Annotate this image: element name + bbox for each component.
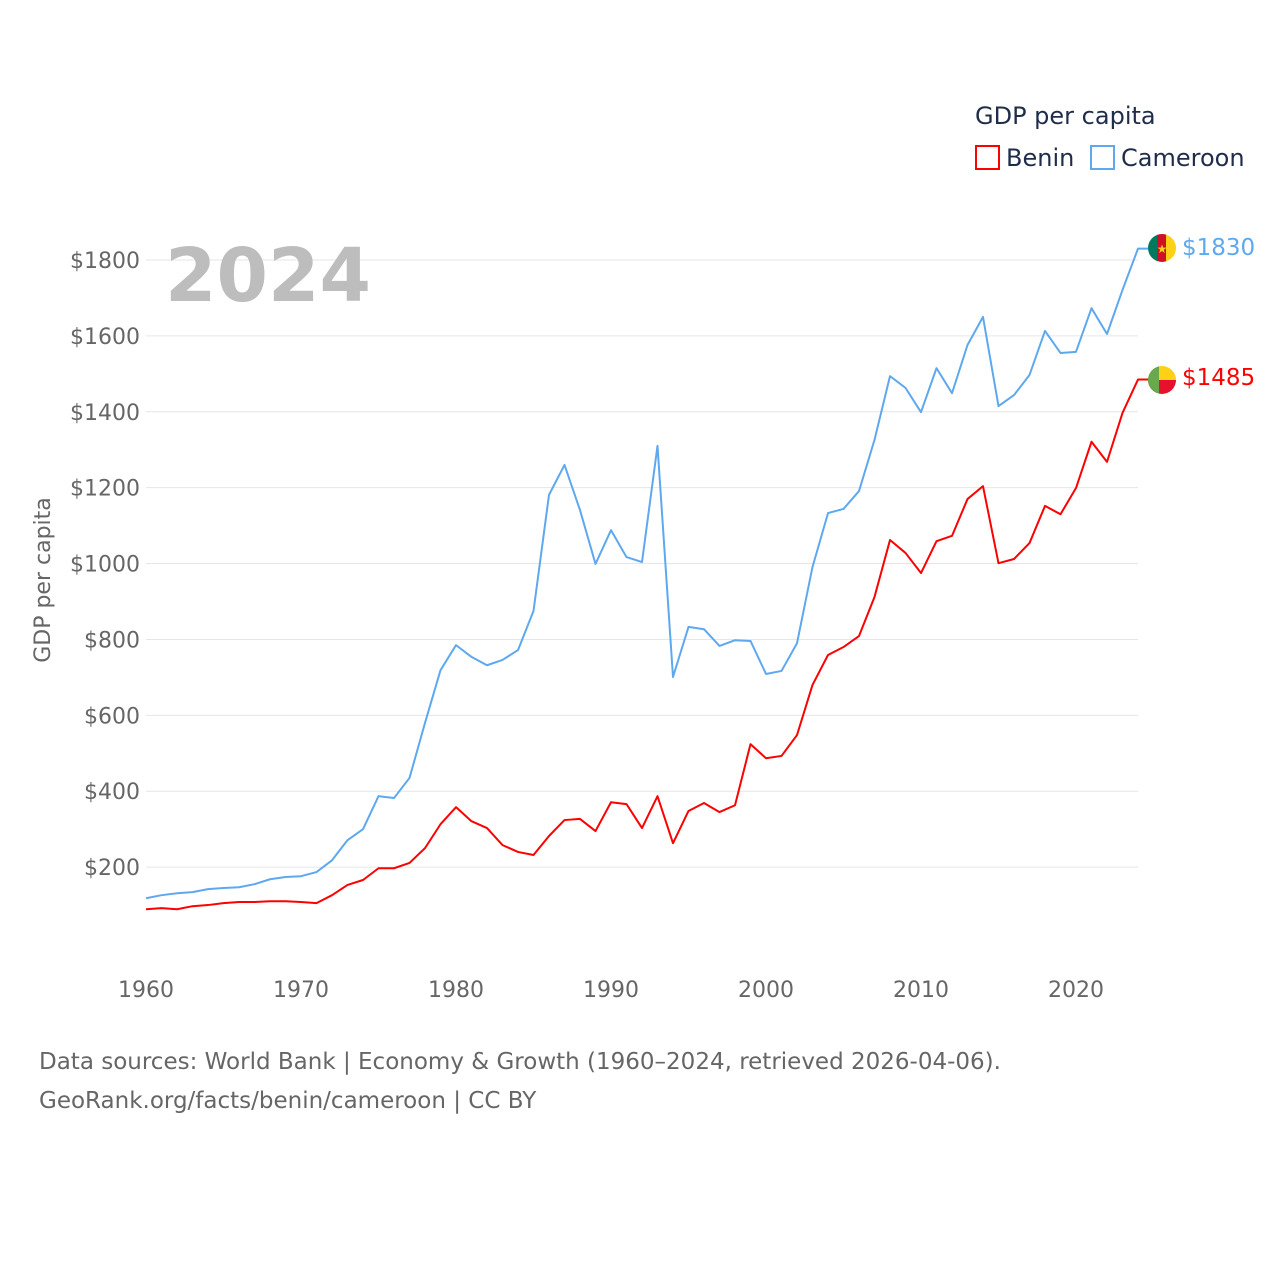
y-tick-label: $1400 xyxy=(70,401,140,426)
x-tick-label: 1970 xyxy=(273,978,329,1003)
x-tick-label: 2000 xyxy=(738,978,794,1003)
y-tick-label: $1000 xyxy=(70,553,140,578)
x-tick-label: 2010 xyxy=(893,978,949,1003)
legend: GDP per capita Benin Cameroon xyxy=(975,102,1245,172)
cameroon-flag-icon: ★ xyxy=(1148,234,1176,262)
benin-flag-icon xyxy=(1148,366,1176,394)
x-axis-ticks: 1960 1970 1980 1990 2000 2010 2020 xyxy=(118,978,1104,1003)
series-line-benin[interactable] xyxy=(145,378,1148,911)
y-axis-label: GDP per capita xyxy=(31,497,56,663)
x-tick-label: 1980 xyxy=(428,978,484,1003)
footer-sources: Data sources: World Bank | Economy & Gro… xyxy=(39,1049,1001,1075)
y-tick-label: $800 xyxy=(84,628,140,653)
series-line-cameroon[interactable] xyxy=(145,247,1148,900)
legend-title: GDP per capita xyxy=(975,102,1156,130)
y-axis-ticks: $200 $400 $600 $800 $1000 $1200 $1400 $1600 $180… xyxy=(70,249,140,881)
cameroon-end-label: $1830 xyxy=(1182,235,1255,261)
y-tick-label: $1600 xyxy=(70,325,140,350)
svg-text:★: ★ xyxy=(1157,242,1168,256)
x-tick-label: 2020 xyxy=(1048,978,1104,1003)
y-tick-label: $1200 xyxy=(70,477,140,502)
legend-label-benin[interactable]: Benin xyxy=(1006,144,1074,172)
series-lines xyxy=(145,247,1148,911)
y-tick-label: $200 xyxy=(84,856,140,881)
gridlines xyxy=(146,259,1138,868)
x-tick-label: 1990 xyxy=(583,978,639,1003)
legend-swatch-benin[interactable] xyxy=(975,145,1000,170)
legend-label-cameroon[interactable]: Cameroon xyxy=(1121,144,1245,172)
year-label: 2024 xyxy=(165,233,371,319)
x-tick-label: 1960 xyxy=(118,978,174,1003)
footer-link[interactable]: GeoRank.org/facts/benin/cameroon | CC BY xyxy=(39,1088,537,1114)
benin-end-label: $1485 xyxy=(1182,365,1255,391)
y-tick-label: $600 xyxy=(84,704,140,729)
y-tick-label: $400 xyxy=(84,780,140,805)
y-tick-label: $1800 xyxy=(70,249,140,274)
legend-swatch-cameroon[interactable] xyxy=(1090,145,1115,170)
